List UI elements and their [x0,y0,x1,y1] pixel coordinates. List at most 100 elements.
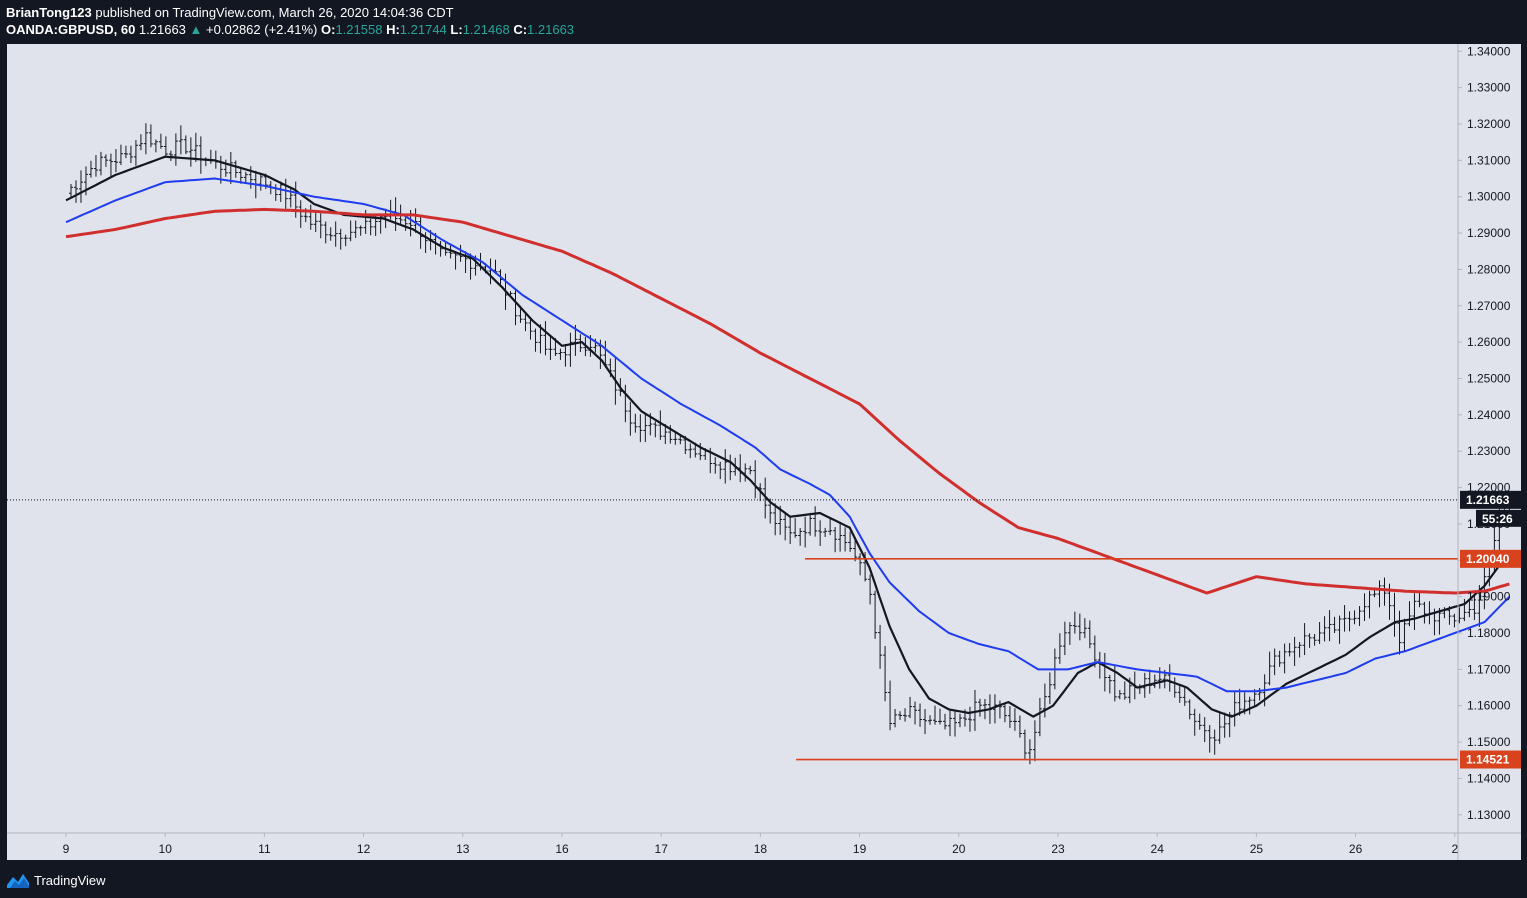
ohlc-bar [513,288,518,326]
ohlc-bar [1417,590,1422,608]
ohlc-bar [658,410,663,440]
price-tick-label: 1.13000 [1467,808,1511,822]
ohlc-bar [1057,633,1062,664]
ohlc-bar [1462,598,1467,622]
last-price: 1.21663 [138,22,186,37]
ohlc-bar [1357,606,1362,626]
ohlc-bar [818,520,823,546]
ohlc-bar [808,512,813,536]
ohlc-bar [318,213,323,239]
time-tick-label: 23 [1051,842,1065,856]
ohlc-bar [992,694,997,724]
ohlc-bar [828,518,833,536]
ohlc-bar [228,151,233,184]
ohlc-bar [1347,611,1352,632]
time-tick-label: 11 [258,842,271,856]
ohlc-bar [838,523,843,552]
ohlc-bar [183,135,188,155]
ohlc-bar [158,133,163,149]
ohlc-bar [1407,601,1412,627]
ohlc-bar [653,421,658,438]
ohlc-bar [1187,699,1192,720]
footer-brand[interactable]: TradingView [34,872,106,888]
ohlc-bar [957,713,962,728]
ohlc-bar [1272,648,1277,676]
ohlc-bar [538,324,543,354]
ohlc-bar [118,144,123,166]
countdown-label: 55:26 [1482,512,1513,526]
ohlc-bar [1047,672,1052,705]
author-name[interactable]: BrianTong123 [6,5,92,20]
price-tick-label: 1.18000 [1467,626,1511,640]
ohlc-bar [313,211,318,233]
ohlc-bar [73,180,78,203]
ohlc-bar [528,319,533,340]
ohlc-bar [947,708,952,737]
ohlc-bar [1042,683,1047,718]
ohlc-bar [298,200,303,228]
ohlc-bar [163,136,168,158]
time-tick-label: 12 [357,842,371,856]
time-tick-label: 19 [853,842,867,856]
ohlc-bar [1297,641,1302,658]
ohlc-bar [113,149,118,173]
ohlc-bar [1277,650,1282,667]
ohlc-bar [243,171,248,183]
ohlc-bar [858,553,863,576]
price-tick-label: 1.17000 [1467,662,1511,676]
ohlc-bar [543,321,548,356]
countdown-tag [1476,509,1521,527]
price-change: +0.02862 (+2.41%) [206,22,318,37]
ohlc-bar [813,506,818,537]
ohlc-bar [1087,620,1092,649]
ohlc-bar [148,124,153,148]
ohlc-bar [938,708,943,725]
ohlc-bar [1012,708,1017,731]
ohlc-bar [133,140,138,166]
price-tick-label: 1.24000 [1467,408,1511,422]
ohlc-bar [913,701,918,725]
ohlc-bar [178,125,183,155]
ohlc-bar [1037,697,1042,737]
ohlc-bar [418,214,423,249]
ohlc-bar [1367,590,1372,619]
ohlc-bar [793,518,798,538]
ohlc-bar [663,423,668,445]
ohlc-bar [1117,689,1122,700]
chart-header: BrianTong123 published on TradingView.co… [6,4,574,38]
time-tick-label: 9 [63,842,70,856]
ohlc-bar [633,413,638,433]
ohlc-bar [1192,708,1197,736]
time-tick-label: 18 [754,842,768,856]
close-label: C: [513,22,528,37]
ohlc-bar [1267,651,1272,686]
level-tag-label: 1.20040 [1466,552,1510,566]
ohlc-bar [338,228,343,250]
ohlc-bar [628,401,633,436]
ohlc-bar [723,449,728,484]
ohlc-bar [358,225,363,236]
ohlc-bar [328,227,333,241]
ohlc-bar [108,153,113,177]
ohlc-bar [918,703,923,727]
ohlc-bar [1002,704,1007,723]
ohlc-bar [843,527,848,552]
ohlc-bar [128,145,133,164]
ohlc-bar [1197,713,1202,730]
ohlc-bar [1307,633,1312,648]
price-tick-label: 1.25000 [1467,372,1511,386]
price-tick-label: 1.23000 [1467,444,1511,458]
ohlc-bar [173,133,178,166]
ohlc-bar [1177,685,1182,703]
tradingview-logo-icon [7,874,29,888]
time-axis[interactable]: 9 10 11 12 13 16 17 18 19 20 23 24 25 26 2 [63,833,1459,856]
ohlc-bar [783,512,788,541]
ohlc-bar [123,145,128,159]
chart-background [7,44,1521,860]
ohlc-bar [898,711,903,720]
level-tag [1460,750,1521,769]
ohlc-bar [98,151,103,176]
ohlc-bar [1202,717,1207,743]
high-value: 1.21744 [399,22,447,37]
